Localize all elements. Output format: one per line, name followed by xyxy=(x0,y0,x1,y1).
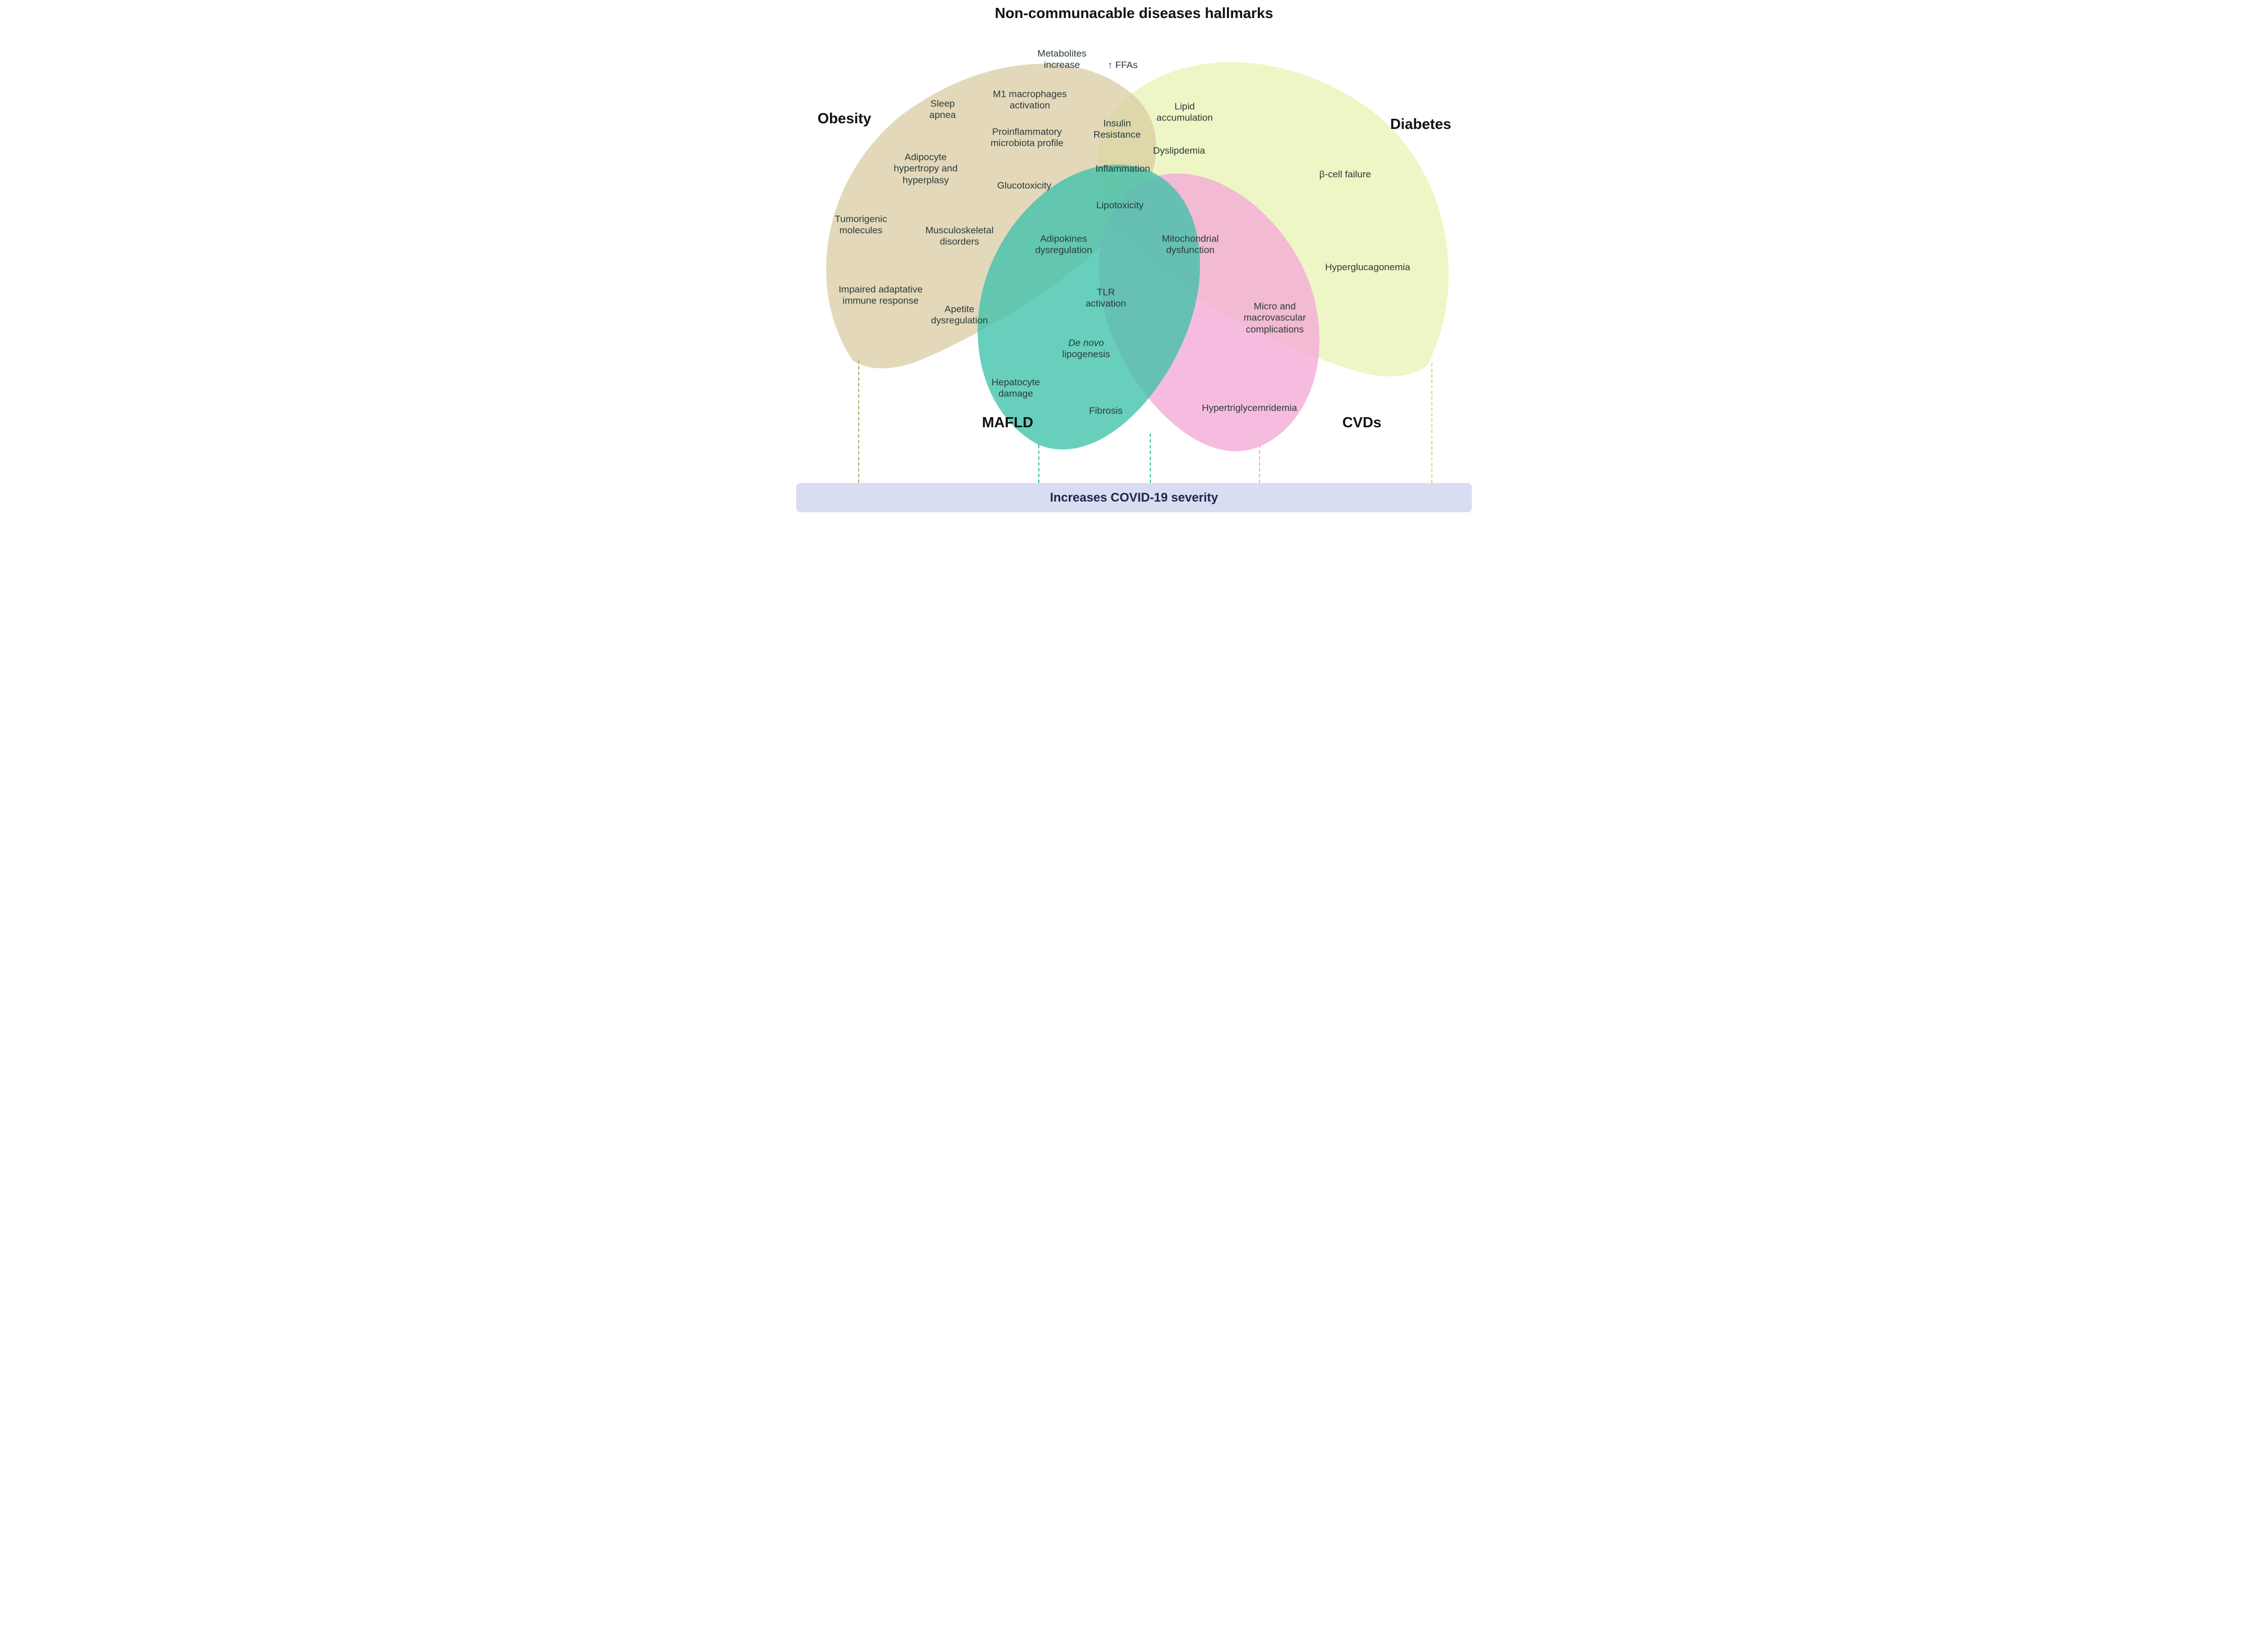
hallmark-apetite-dysregulation: Apetite dysregulation xyxy=(931,304,988,327)
connector-diabetes xyxy=(1431,363,1432,483)
diagram-stage: Non-communacable diseases hallmarks Obes… xyxy=(774,0,1494,522)
hallmark-lipid-accumulation: Lipid accumulation xyxy=(1157,101,1213,124)
hallmark-tlr-activation: TLR activation xyxy=(1086,287,1126,310)
hallmark-lipotoxicity: Lipotoxicity xyxy=(1096,200,1144,211)
connector-cvds xyxy=(1259,445,1260,483)
connector-mafld xyxy=(1038,445,1039,483)
hallmark-m1-macrophages: M1 macrophages activation xyxy=(993,89,1066,112)
hallmark-tumorigenic-molecules: Tumorigenic molecules xyxy=(835,214,887,237)
hallmark-mitochondrial-dysfunction: Mitochondrial dysfunction xyxy=(1162,234,1218,257)
region-label-diabetes: Diabetes xyxy=(1390,115,1451,133)
hallmark-adipokines-dysregulation: Adipokines dysregulation xyxy=(1035,234,1092,257)
hallmark-fibrosis: Fibrosis xyxy=(1089,405,1123,417)
hallmark-metabolites-increase: Metabolites increase xyxy=(1038,48,1087,71)
hallmark-sleep-apnea: Sleep apnea xyxy=(929,99,956,122)
hallmark-hepatocyte-damage: Hepatocyte damage xyxy=(992,377,1040,400)
hallmark-proinflammatory-microbiota: Proinflammatory microbiota profile xyxy=(990,127,1063,150)
footer-text: Increases COVID-19 severity xyxy=(1050,490,1218,505)
hallmark-inflammation: Inflammation xyxy=(1095,163,1150,175)
hallmark-hyperglucagonemia: Hyperglucagonemia xyxy=(1325,262,1410,273)
region-label-obesity: Obesity xyxy=(818,110,871,127)
hallmark-glucotoxicity: Glucotoxicity xyxy=(997,180,1051,191)
hallmark-impaired-adaptive-immune: Impaired adaptative immune response xyxy=(838,284,922,307)
region-label-cvds: CVDs xyxy=(1342,414,1381,431)
hallmark-de-novo-lipogenesis: De novolipogenesis xyxy=(1062,338,1110,361)
hallmark-insulin-resistance: Insulin Resistance xyxy=(1093,118,1141,141)
footer-bar: Increases COVID-19 severity xyxy=(796,483,1472,512)
hallmark-dyslipdemia: Dyslipdemia xyxy=(1153,145,1206,157)
hallmark-adipocyte-hypertropy: Adipocyte hypertropy and hyperplasy xyxy=(894,151,957,186)
hallmark-musculoskeletal-disorders: Musculoskeletal disorders xyxy=(926,225,994,248)
connector-mafld xyxy=(1150,433,1151,483)
hallmark-ffas: ↑ FFAs xyxy=(1108,60,1138,71)
hallmark-micro-macrovascular: Micro and macrovascular complications xyxy=(1244,301,1306,335)
hallmark-hypertriglycemridemia: Hypertriglycemridemia xyxy=(1202,403,1297,414)
hallmark-beta-cell-failure: β-cell failure xyxy=(1319,169,1371,180)
connector-obesity xyxy=(858,360,859,483)
region-label-mafld: MAFLD xyxy=(982,414,1033,431)
